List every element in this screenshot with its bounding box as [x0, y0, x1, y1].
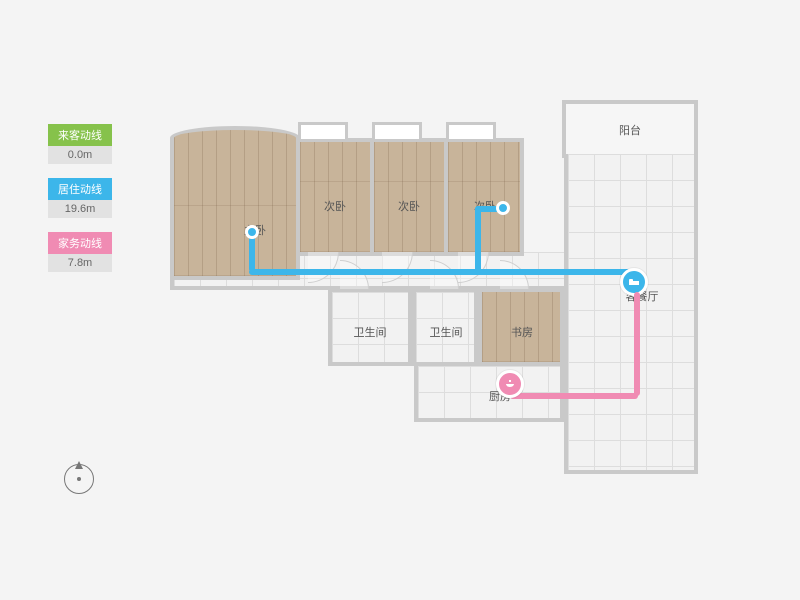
legend-title: 来客动线 — [48, 124, 112, 146]
room-bedroom2 — [296, 138, 374, 256]
path-living-start-1 — [496, 201, 510, 215]
pot-icon — [504, 378, 516, 390]
room-bath2 — [412, 288, 478, 366]
window-1 — [372, 122, 422, 142]
floorplan-canvas: { "legend": [ { "title": "来客动线", "value"… — [0, 0, 800, 600]
room-study — [478, 288, 564, 366]
path-chores-node — [496, 370, 524, 398]
room-bedroom3 — [370, 138, 448, 256]
room-balcony — [562, 100, 698, 158]
window-2 — [446, 122, 496, 142]
room-bath1 — [328, 288, 412, 366]
room-bedroom4 — [444, 138, 524, 256]
legend-value: 7.8m — [48, 254, 112, 272]
compass-icon — [64, 464, 94, 494]
legend-item-2: 家务动线7.8m — [48, 232, 112, 272]
room-livingdining — [564, 154, 698, 474]
legend-item-1: 居住动线19.6m — [48, 178, 112, 218]
legend-item-0: 来客动线0.0m — [48, 124, 112, 164]
floor-plan: 主卧次卧次卧次卧阳台客餐厅卫生间卫生间书房厨房 — [170, 100, 730, 480]
path-chores-seg-0 — [634, 292, 640, 396]
legend-title: 家务动线 — [48, 232, 112, 254]
path-living-seg-2 — [475, 206, 481, 272]
room-master — [170, 146, 300, 280]
room-kitchen — [414, 362, 564, 422]
path-living-start-0 — [245, 225, 259, 239]
legend-title: 居住动线 — [48, 178, 112, 200]
path-living-seg-1 — [249, 269, 630, 275]
legend-value: 0.0m — [48, 146, 112, 164]
path-chores-seg-1 — [510, 393, 638, 399]
window-0 — [298, 122, 348, 142]
bed-icon — [628, 276, 640, 288]
legend-value: 19.6m — [48, 200, 112, 218]
